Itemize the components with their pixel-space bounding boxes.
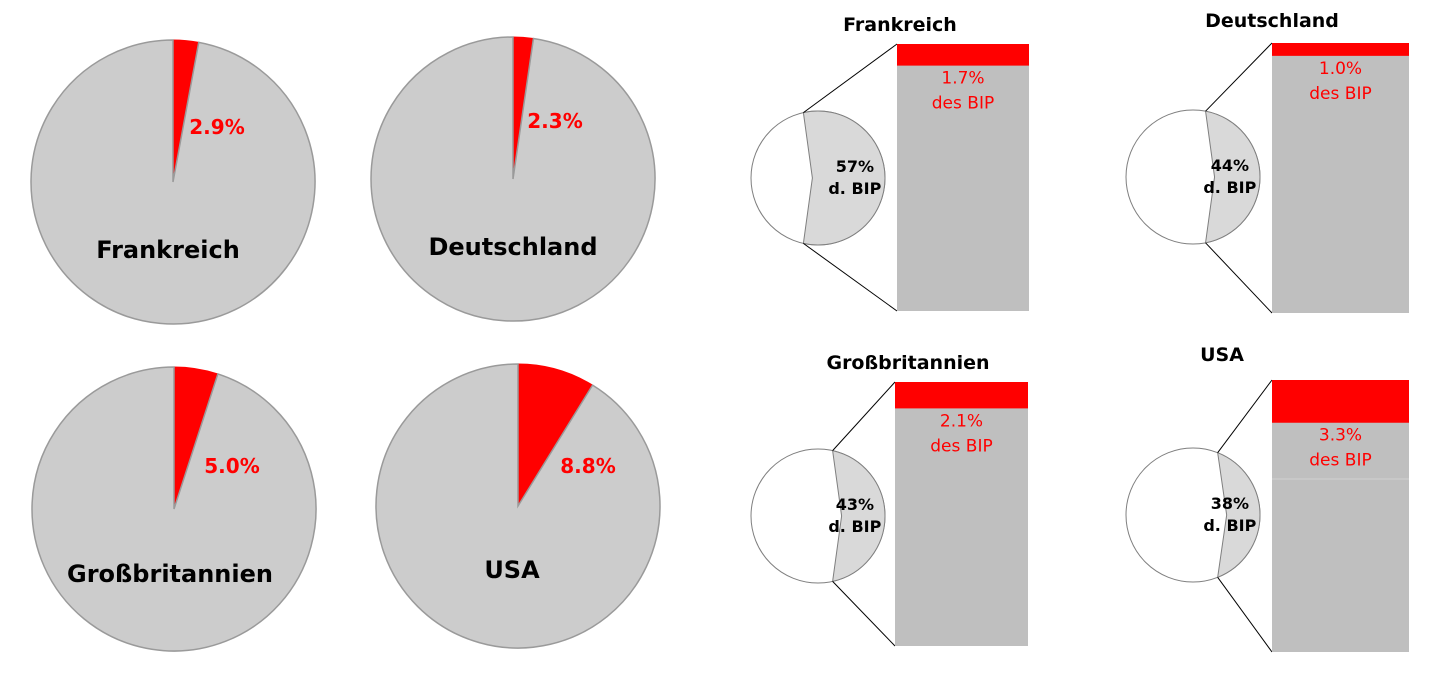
circle-label-unit: d. BIP [1203,178,1256,197]
bar-of-pie-title: Großbritannien [826,352,989,374]
connector-line-bottom [1217,577,1273,653]
bar-highlight [1272,380,1409,423]
pie-chart-2: 2.3% Deutschland [370,36,656,322]
pie-slice-label: 5.0% [204,454,259,478]
bar-body [897,44,1029,311]
pie-chart-4: 8.8% USA [375,363,661,649]
bar-label-value: 3.3% [1319,426,1362,446]
bar-label-unit: des BIP [1309,84,1371,104]
bar-highlight [895,382,1028,409]
circle-label-value: 44% [1211,156,1249,175]
circle-segment [832,449,886,583]
bar-body [1272,43,1409,313]
pie-slice-rest [370,36,656,322]
connector-line-bottom [803,242,898,312]
connector-line-bottom [1205,242,1273,314]
bar-body [1272,380,1409,652]
pie-title: Großbritannien [67,560,273,588]
pie-title: Frankreich [96,236,240,264]
pie-title: USA [484,556,540,584]
circle-label-value: 38% [1211,494,1249,513]
circle-segment [1217,451,1261,579]
circle-label-value: 43% [836,495,874,514]
connector-line-top [832,381,896,451]
pie-chart-3: 5.0% Großbritannien [31,366,317,652]
pie-slice-rest [30,39,316,325]
pie-chart-1: 2.9% Frankreich [30,39,316,325]
pie-slice-rest [375,363,661,649]
bar-of-pie-title: Deutschland [1205,10,1339,32]
bar-of-pie-chart-3: 2.1% des BIP 43% d. BIP Großbritannien [750,352,1028,647]
pie-slice-label: 8.8% [560,454,615,478]
circle-label-unit: d. BIP [828,179,881,198]
bar-of-pie-chart-4: 3.3% des BIP 38% d. BIP USA [1125,344,1409,653]
bar-label-value: 1.7% [941,69,984,89]
bar-of-pie-title: USA [1200,344,1244,366]
circle-label-unit: d. BIP [828,517,881,536]
bar-label-value: 1.0% [1319,59,1362,79]
connector-line-top [1205,42,1273,112]
connector-line-top [803,43,898,114]
bar-label-unit: des BIP [932,94,994,114]
pie-slice-rest [31,366,317,652]
pie-slice-label: 2.9% [189,115,244,139]
bar-label-unit: des BIP [1309,451,1371,471]
circle-segment [1204,110,1261,244]
bar-label-unit: des BIP [930,436,992,456]
bar-of-pie-chart-2: 1.0% des BIP 44% d. BIP Deutschland [1125,10,1409,314]
connector-line-bottom [832,581,896,647]
bar-label-value: 2.1% [940,411,983,431]
connector-line-top [1217,379,1273,454]
circle-label-value: 57% [836,157,874,176]
circle-segment [802,110,886,246]
pie-slice-label: 2.3% [527,109,582,133]
bar-highlight [1272,43,1409,56]
bar-of-pie-chart-1: 1.7% des BIP 57% d. BIP Frankreich [750,14,1029,312]
circle-label-unit: d. BIP [1203,516,1256,535]
bar-of-pie-title: Frankreich [843,14,957,36]
pie-title: Deutschland [428,233,597,261]
bar-highlight [897,44,1029,66]
bar-body [895,382,1028,646]
